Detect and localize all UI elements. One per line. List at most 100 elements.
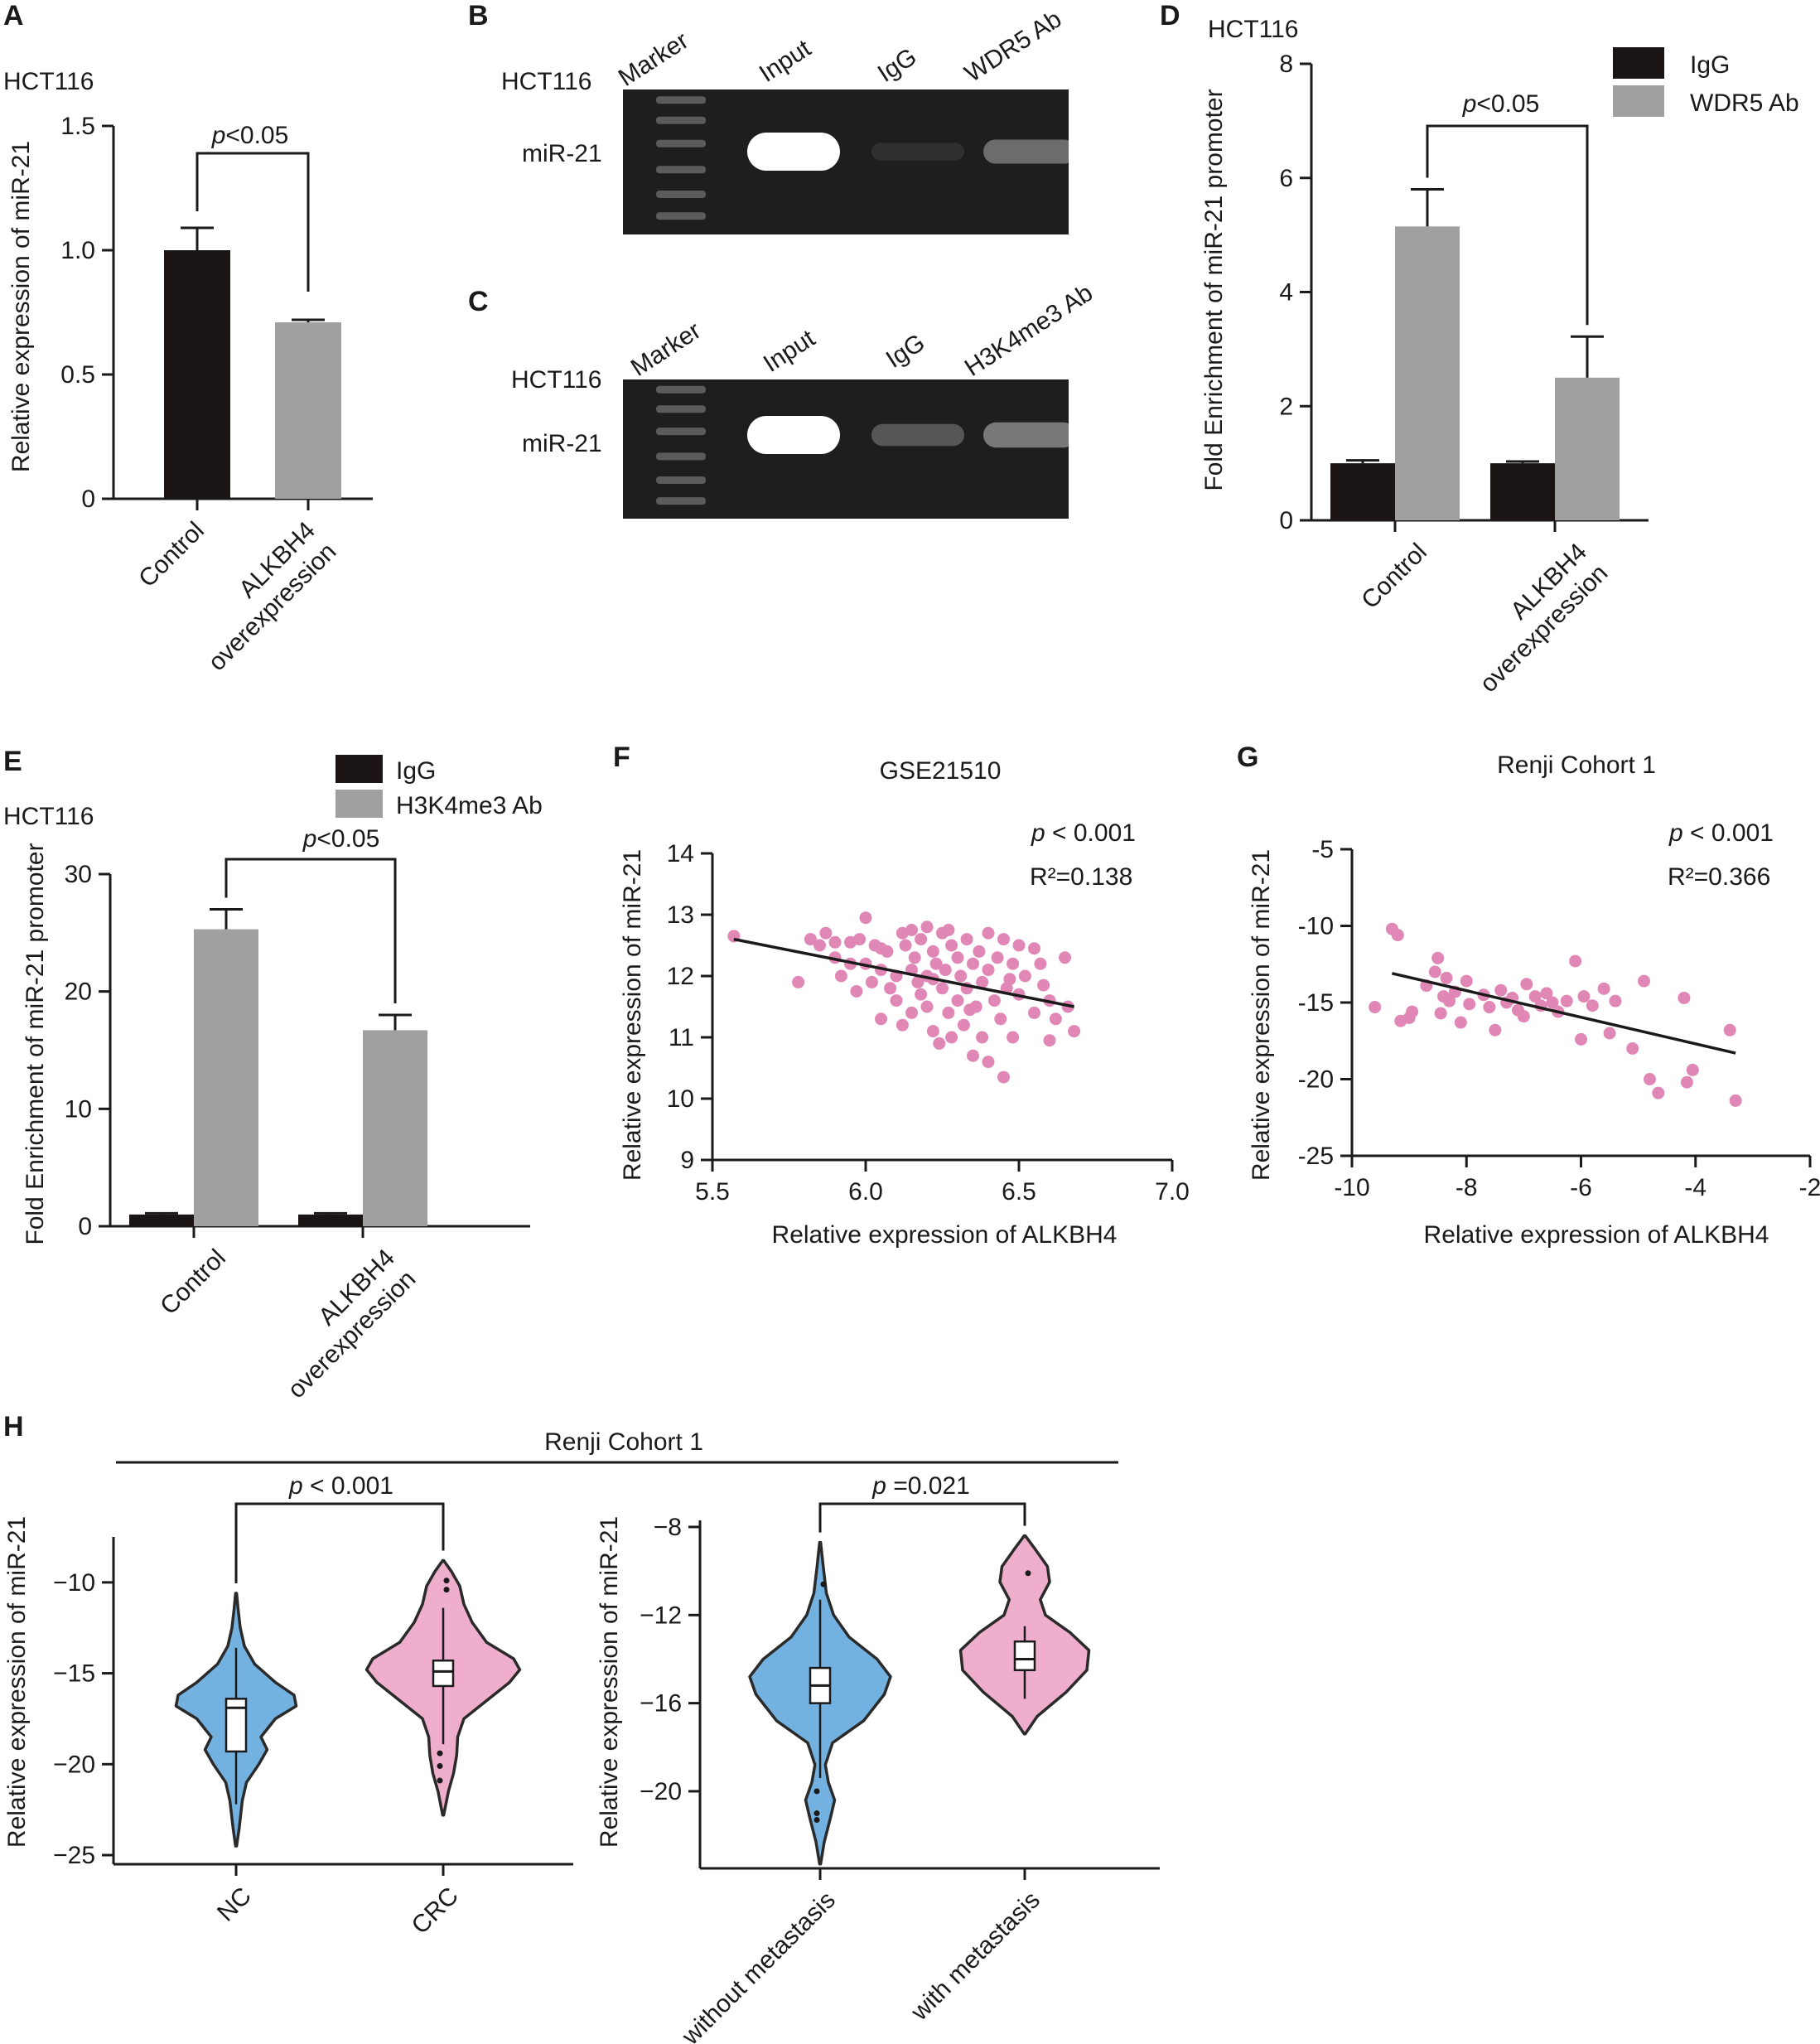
panel-g-point <box>1369 1001 1382 1014</box>
panel-f-point <box>911 975 924 988</box>
panel-f-x-axis-label: Relative expression of ALKBH4 <box>772 1221 1118 1249</box>
panel-f-point <box>813 939 826 952</box>
panel-g-y-tick-label: -25 <box>1298 1143 1334 1170</box>
panel-e-y-axis-label: Fold Enrichment of miR-21 promoter <box>22 843 49 1244</box>
panel-f-y-tick-label: 10 <box>667 1085 694 1113</box>
panel-g-point <box>1463 998 1476 1011</box>
panel-f-point <box>960 933 973 946</box>
panel-a-bar-1 <box>275 322 341 499</box>
panel-b-marker-band-3 <box>656 166 706 174</box>
panel-c-marker-band-2 <box>656 428 706 436</box>
svg-text:p =0.021: p =0.021 <box>871 1472 970 1500</box>
panel-f-point <box>1068 1025 1081 1038</box>
panel-f-point <box>976 975 989 988</box>
panel-h1-x-tick-label: CRC <box>407 1882 464 1940</box>
panel-c-lane-h3k4me3: H3K4me3 Ab <box>960 279 1098 382</box>
panel-f-point <box>896 1018 909 1032</box>
panel-f-point <box>875 942 887 955</box>
panel-f-y-tick-label: 13 <box>667 901 694 929</box>
panel-f-point <box>997 1070 1010 1084</box>
panel-g-point <box>1494 983 1508 997</box>
panel-c-marker-band-3 <box>656 452 706 461</box>
panel-b-cell-line: HCT116 <box>501 68 591 95</box>
panel-f-point <box>884 982 897 995</box>
panel-d-x-tick-label: Control <box>1356 539 1432 615</box>
panel-g-point <box>1454 1016 1467 1029</box>
panel-f-x-tick-label: 5.5 <box>695 1178 730 1206</box>
panel-g-point <box>1528 990 1542 1003</box>
panel-c-lane-igg: IgG <box>881 329 930 374</box>
panel-f-point <box>994 1012 1007 1026</box>
panel-f-point <box>942 924 955 936</box>
panel-a: A HCT116 Relative expression of miR-21 p… <box>3 0 373 676</box>
svg-text:p < 0.001: p < 0.001 <box>288 1472 393 1500</box>
panel-g-point <box>1638 974 1651 988</box>
panel-f-letter: F <box>613 742 630 773</box>
panel-f-point <box>920 1000 934 1013</box>
panel-f-point <box>987 994 1001 1008</box>
svg-text:p<0.05: p<0.05 <box>211 122 289 149</box>
panel-h1-y-tick-label: −15 <box>53 1660 95 1688</box>
panel-g-y-tick-label: -20 <box>1298 1066 1334 1094</box>
panel-d-pvalue: p<0.05 <box>1462 90 1540 118</box>
panel-c-lane-input: Input <box>759 324 820 377</box>
panel-d-legend-igg-label: IgG <box>1690 51 1730 79</box>
panel-e-significance-bracket <box>224 858 397 1003</box>
panel-f-point <box>890 994 903 1008</box>
panel-c-lane-band-3 <box>983 422 1076 448</box>
panel-b-lane-band-2 <box>871 143 964 161</box>
panel-g-y-tick-label: -15 <box>1298 989 1334 1017</box>
panel-f-x-tick-label: 6.0 <box>848 1178 883 1206</box>
panel-f-point <box>853 933 867 946</box>
panel-h2-x-tick-label: with metastasis <box>905 1887 1045 2027</box>
panel-b-marker-band-1 <box>656 116 706 124</box>
panel-d-y-tick-label: 2 <box>1279 393 1293 420</box>
panel-b-marker-band-5 <box>656 212 706 220</box>
panel-g-point <box>1540 987 1553 1000</box>
panel-b-gel-image <box>623 89 1069 234</box>
panel-f-point <box>982 964 995 977</box>
panel-f-point <box>982 1056 995 1069</box>
panel-e-pvalue: p<0.05 <box>302 825 380 853</box>
panel-g-point <box>1517 1010 1530 1023</box>
panel-d-letter: D <box>1160 0 1180 31</box>
panel-h1-box-1 <box>432 1659 455 1688</box>
panel-h1-y-tick-label: −10 <box>53 1569 95 1597</box>
panel-d-y-tick-label: 6 <box>1279 165 1293 192</box>
panel-g-regression-line <box>1391 972 1736 1055</box>
svg-text:p < 0.001: p < 0.001 <box>1668 819 1774 847</box>
panel-g-point <box>1460 974 1473 988</box>
panel-e-bar-h3k4me3-ab-0 <box>194 929 258 1226</box>
panel-b-lane-band-3 <box>983 139 1076 164</box>
panel-a-x-tick-label: ALKBH4overexpression <box>182 517 342 677</box>
panel-h1-outlier <box>443 1587 450 1593</box>
panel-b-marker-band-0 <box>656 96 706 104</box>
panel-f-point <box>1049 1012 1062 1026</box>
panel-g-point <box>1577 990 1591 1003</box>
panel-h: H Renji Cohort 1 Relative expression of … <box>3 1411 1160 2044</box>
panel-d-bar-igg-0 <box>1330 463 1395 520</box>
panel-g-r2: R²=0.366 <box>1668 863 1770 891</box>
panel-d-x-tick-label: ALKBH4overexpression <box>1454 539 1614 698</box>
panel-f-r2: R²=0.138 <box>1030 863 1132 891</box>
panel-a-letter: A <box>3 0 24 31</box>
panel-h2-box-1 <box>1013 1640 1036 1672</box>
panel-f-point <box>828 935 842 949</box>
panel-b-lane-wdr5: WDR5 Ab <box>960 5 1066 87</box>
panel-f-y-tick-label: 14 <box>667 840 694 867</box>
panel-f-point <box>1003 973 1016 986</box>
panel-g-point <box>1686 1063 1699 1076</box>
panel-h2-y-tick-label: −16 <box>640 1690 682 1718</box>
panel-f-point <box>973 945 986 958</box>
panel-e-x-tick-label: Control <box>155 1244 231 1321</box>
panel-e-cell-line: HCT116 <box>3 803 94 830</box>
panel-h2-y-tick-label: −12 <box>640 1602 682 1629</box>
panel-a-y-tick-label: 0.5 <box>60 361 95 389</box>
panel-f-point <box>929 957 943 970</box>
panel-g-point <box>1434 1007 1447 1020</box>
panel-f-x-tick-label: 7.0 <box>1155 1178 1190 1206</box>
panel-e-legend-h3k4me3-label: H3K4me3 Ab <box>396 792 543 819</box>
panel-g-y-axis-label: Relative expression of miR-21 <box>1248 849 1275 1181</box>
panel-g-point <box>1569 954 1582 968</box>
panel-c-marker-band-0 <box>656 385 706 394</box>
